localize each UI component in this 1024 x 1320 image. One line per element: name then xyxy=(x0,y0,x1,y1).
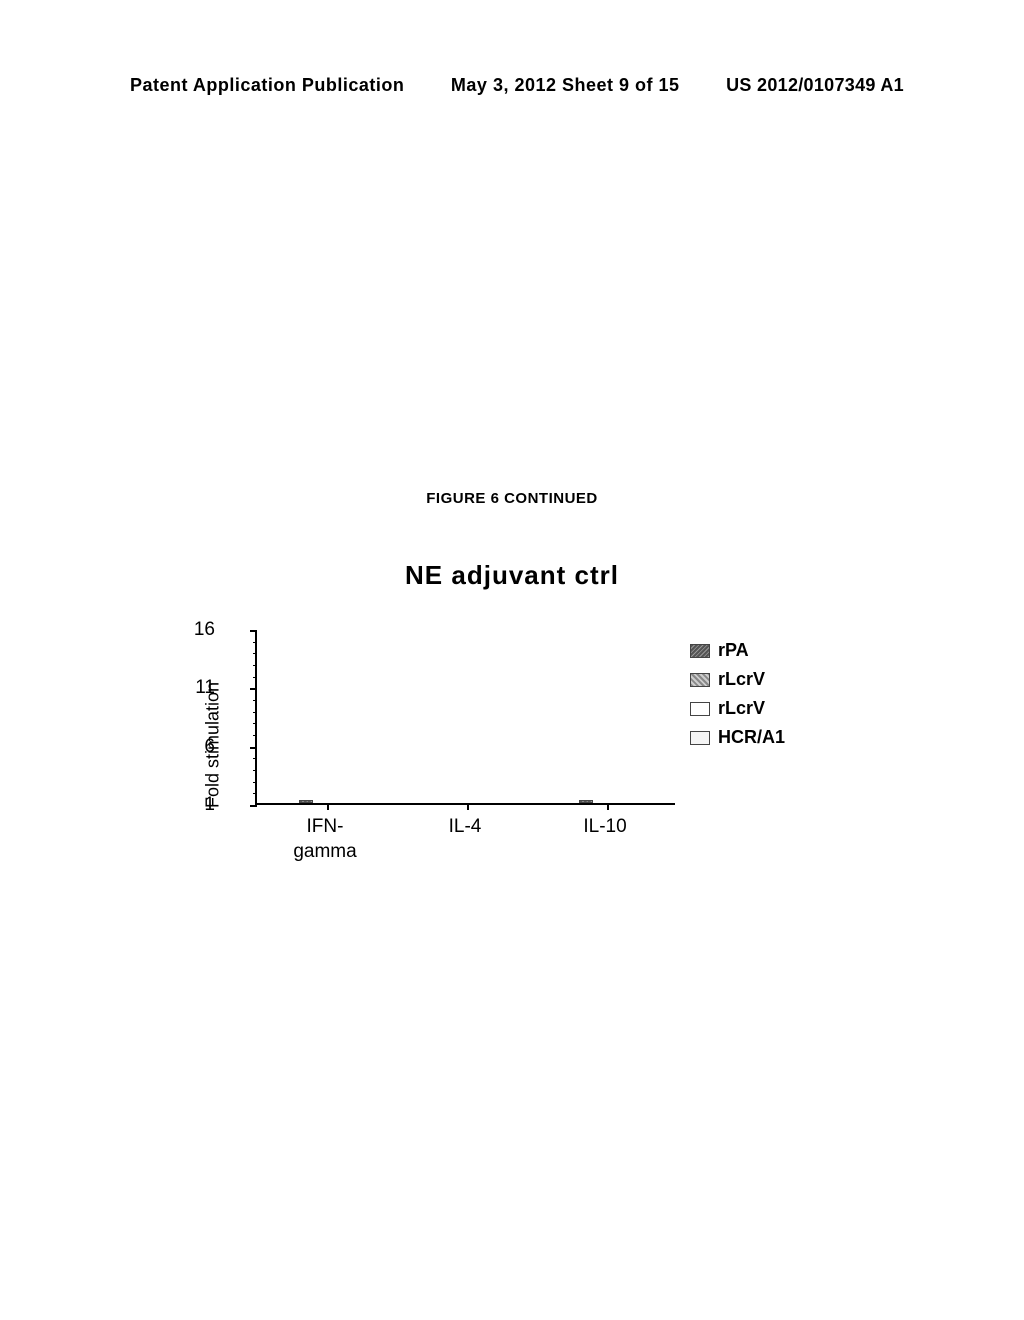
legend-label: rPA xyxy=(718,640,749,661)
header-date-sheet: May 3, 2012 Sheet 9 of 15 xyxy=(451,75,680,96)
y-minor-tick xyxy=(253,642,257,643)
y-tick-label: 1 xyxy=(204,794,215,816)
x-category-label: IL-4 xyxy=(449,815,482,840)
x-tick xyxy=(607,803,609,810)
x-category-label: IL-10 xyxy=(583,815,626,840)
y-minor-tick xyxy=(253,677,257,678)
legend-label: HCR/A1 xyxy=(718,727,785,748)
y-minor-tick xyxy=(253,758,257,759)
y-tick-label: 16 xyxy=(194,619,215,641)
figure-label: FIGURE 6 CONTINUED xyxy=(426,490,598,507)
y-minor-tick xyxy=(253,793,257,794)
x-tick xyxy=(327,803,329,810)
header-patent-number: US 2012/0107349 A1 xyxy=(726,75,904,96)
bar xyxy=(299,800,313,804)
legend-swatch xyxy=(690,702,710,716)
y-minor-tick xyxy=(253,700,257,701)
y-major-tick xyxy=(250,630,257,632)
legend: rPA rLcrV rLcrV HCR/A1 xyxy=(690,640,810,756)
page-header: Patent Application Publication May 3, 20… xyxy=(0,75,1024,96)
bar xyxy=(579,800,593,804)
y-minor-tick xyxy=(253,712,257,713)
legend-item: rLcrV xyxy=(690,669,810,690)
chart-title: NE adjuvant ctrl xyxy=(405,560,619,591)
y-tick-label: 11 xyxy=(195,677,215,699)
y-minor-tick xyxy=(253,665,257,666)
y-tick-label: 6 xyxy=(204,736,215,758)
legend-item: HCR/A1 xyxy=(690,727,810,748)
y-minor-tick xyxy=(253,653,257,654)
header-publication-type: Patent Application Publication xyxy=(130,75,404,96)
x-category-label: IFN-gamma xyxy=(293,815,356,864)
y-minor-tick xyxy=(253,735,257,736)
legend-swatch xyxy=(690,673,710,687)
legend-item: rLcrV xyxy=(690,698,810,719)
y-major-tick xyxy=(250,805,257,807)
x-tick xyxy=(467,803,469,810)
y-minor-tick xyxy=(253,782,257,783)
legend-swatch xyxy=(690,731,710,745)
legend-label: rLcrV xyxy=(718,698,765,719)
chart-container: Fold stimulation 161116 IFN-gammaIL-4IL-… xyxy=(180,630,820,860)
y-minor-tick xyxy=(253,770,257,771)
legend-label: rLcrV xyxy=(718,669,765,690)
legend-swatch xyxy=(690,644,710,658)
legend-item: rPA xyxy=(690,640,810,661)
y-minor-tick xyxy=(253,723,257,724)
y-major-tick xyxy=(250,688,257,690)
plot-area xyxy=(255,630,675,805)
y-major-tick xyxy=(250,747,257,749)
